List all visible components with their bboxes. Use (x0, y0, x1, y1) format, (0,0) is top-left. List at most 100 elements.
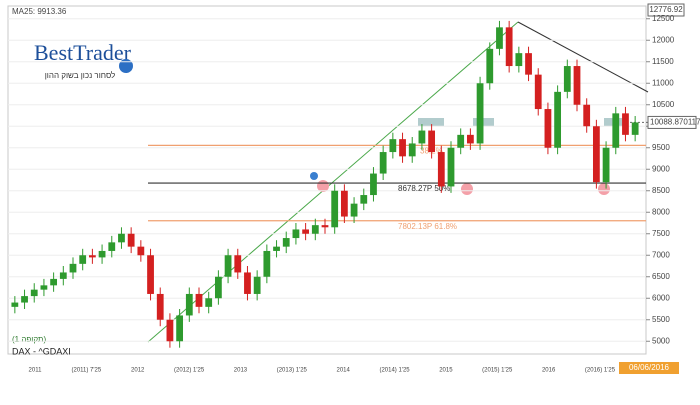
candle-body (534, 74, 542, 110)
y-tick-label: 9500 (652, 143, 670, 152)
candle-body (563, 66, 571, 92)
x-tick-label: (2014) 1'25 (379, 368, 410, 374)
candle-body (176, 315, 184, 342)
candle-body (234, 255, 242, 273)
candle-body (554, 91, 562, 148)
candle-body (156, 293, 164, 320)
candle-body (321, 225, 329, 228)
y-tick-label: 5000 (652, 336, 670, 345)
candle-body (127, 233, 135, 247)
candle-body (612, 113, 620, 148)
candle-body (437, 152, 445, 187)
candle-body (622, 113, 629, 135)
candle-body (205, 298, 213, 307)
candle-body (108, 242, 116, 251)
candle-body (147, 255, 154, 294)
x-tick-label: 2015 (439, 368, 453, 374)
candle-body (69, 263, 77, 273)
resistance-box (418, 118, 444, 126)
x-tick-label: 2013 (234, 368, 248, 374)
y-tick-label: 12000 (652, 35, 675, 44)
trend-channel (147, 21, 519, 343)
x-tick-label: 2014 (337, 368, 351, 374)
candle-body (98, 250, 106, 258)
y-tick-label: 6000 (652, 293, 670, 302)
fib-label: 7802.13P 61.8% (398, 222, 457, 231)
candle-body (11, 302, 19, 307)
last-price-label: 10088.870117 (650, 118, 700, 127)
candle-body (166, 319, 174, 342)
candle-body (185, 293, 193, 316)
candle-body (282, 238, 290, 247)
y-tick-label: 8000 (652, 207, 670, 216)
x-tick-label: 2012 (131, 368, 145, 374)
date-box (619, 362, 679, 374)
fib-label: 8678.27P 50% (398, 184, 450, 193)
candle-body (466, 134, 474, 144)
x-tick-label: 2016 (542, 368, 556, 374)
candle-body (592, 126, 600, 183)
candle-body (379, 152, 387, 174)
candle-body (292, 229, 300, 239)
candle-body (515, 53, 523, 67)
candle-body (389, 139, 397, 153)
candle-body (311, 225, 319, 234)
candle-body (418, 130, 426, 144)
candle-body (195, 293, 203, 307)
brand-tagline: לסחור נכון בשוק ההון (45, 71, 116, 80)
candle-body (21, 296, 28, 303)
candle-body (350, 203, 358, 217)
brand-name: BestTrader (34, 40, 132, 65)
x-tick-label: (2013) 1'25 (277, 368, 308, 374)
indicator-label: MA25: 9913.36 (12, 7, 67, 16)
candle-body (486, 48, 494, 84)
candle-body (370, 173, 377, 196)
candle-body (273, 246, 280, 251)
candle-body (505, 27, 513, 67)
candle-body (525, 53, 532, 75)
support-marker (461, 183, 473, 195)
candle-body (544, 109, 552, 148)
resistance-box (473, 118, 494, 126)
candle-body (399, 139, 406, 157)
candle-body (88, 255, 96, 258)
candle-body (447, 147, 455, 187)
y-tick-label: 11500 (652, 57, 674, 66)
candle-body (602, 147, 610, 183)
y-tick-label: 9000 (652, 164, 670, 173)
y-tick-label: 7500 (652, 229, 670, 238)
y-tick-label: 8500 (652, 186, 670, 195)
plot-area (7, 5, 647, 355)
y-tick-label: 12500 (652, 14, 675, 23)
candle-body (253, 276, 261, 294)
candle-body (408, 143, 416, 157)
date-label: 06/06/2016 (629, 363, 670, 372)
x-tick-label: 2011 (29, 368, 43, 374)
candle-body (496, 27, 503, 49)
x-tick-label: (2015) 1'25 (482, 368, 513, 374)
candle-body (30, 289, 38, 297)
candle-body (263, 250, 271, 277)
candle-body (118, 233, 125, 243)
brand-logo (119, 59, 133, 73)
candle-body (360, 195, 368, 204)
candle-body (59, 272, 67, 279)
candle-body (302, 229, 310, 234)
y-tick-label: 11000 (652, 78, 674, 87)
downtrend-line (517, 21, 649, 93)
top-price-box (647, 3, 685, 17)
y-tick-label: 10500 (652, 100, 675, 109)
y-tick-label: 7000 (652, 250, 670, 259)
y-tick-label: 6500 (652, 272, 670, 281)
candle-body (428, 130, 436, 153)
period-label: (תקופה 1) (12, 335, 46, 344)
candle-body (137, 246, 145, 256)
support-marker (317, 180, 329, 192)
x-tick-label: (2016) 1'25 (585, 368, 616, 374)
candle-body (631, 122, 639, 135)
candle-body (476, 83, 484, 144)
candle-body (331, 190, 339, 228)
candle-body (244, 272, 251, 294)
symbol-title: DAX - ^GDAXI (12, 346, 71, 356)
